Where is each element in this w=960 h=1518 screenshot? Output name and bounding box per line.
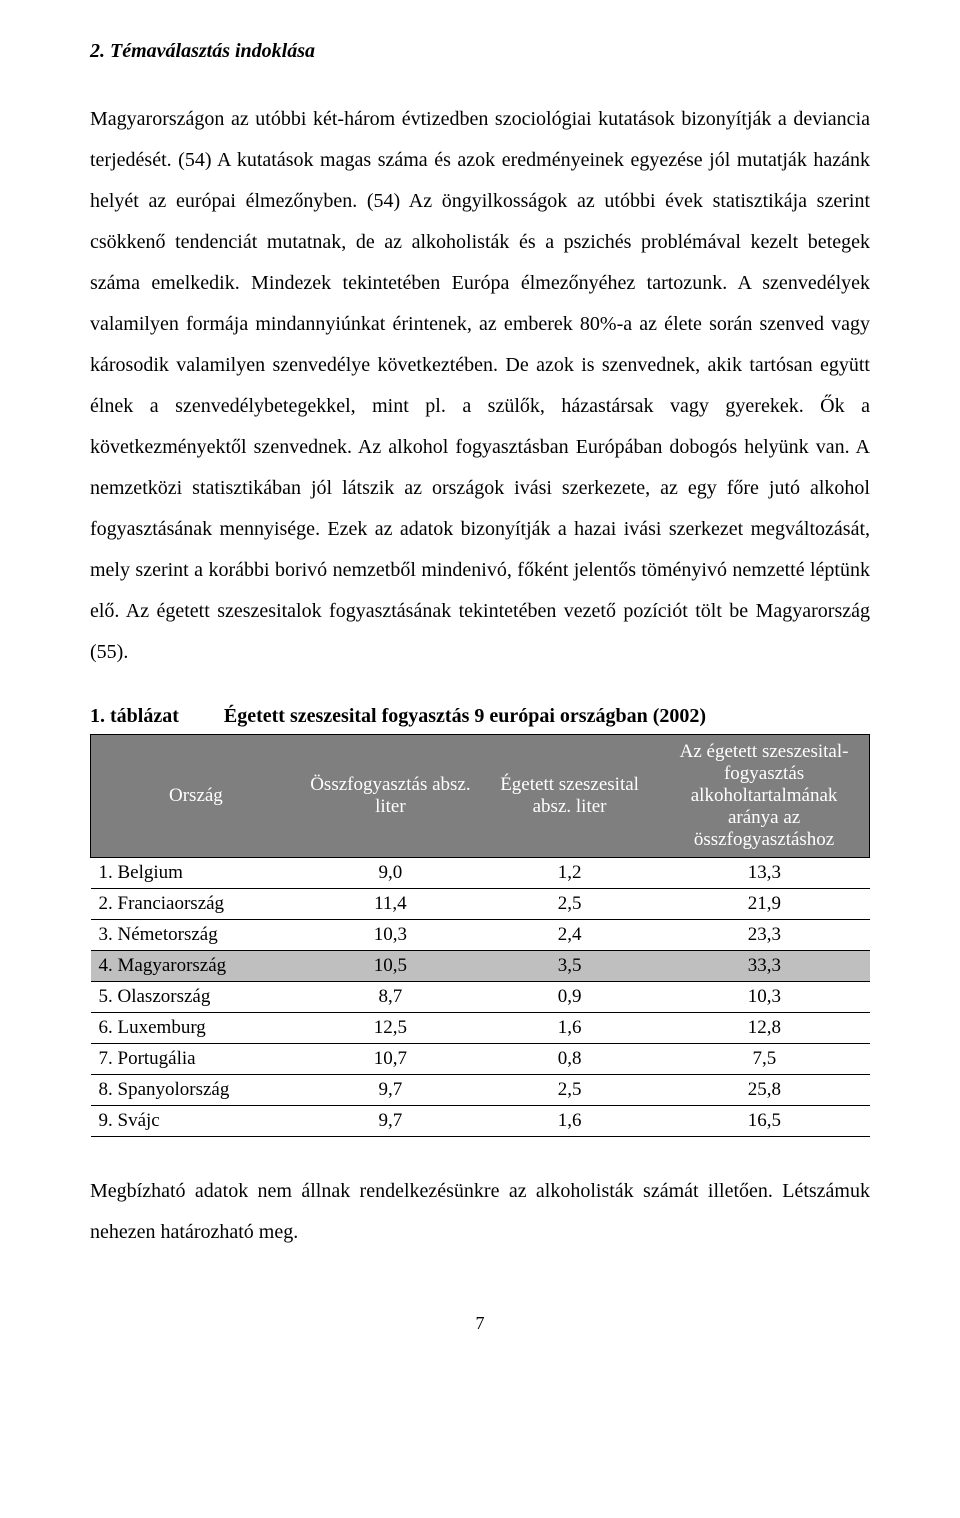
table-cell-spirits: 3,5 bbox=[480, 951, 659, 982]
table-cell-country: 7. Portugália bbox=[91, 1044, 301, 1075]
table-cell-country: 4. Magyarország bbox=[91, 951, 301, 982]
table-cell-ratio: 25,8 bbox=[659, 1075, 869, 1106]
table-cell-country: 5. Olaszország bbox=[91, 982, 301, 1013]
table-cell-total: 12,5 bbox=[301, 1013, 480, 1044]
table-caption-number: 1. táblázat bbox=[90, 705, 179, 728]
table-row: 4. Magyarország10,53,533,3 bbox=[91, 951, 870, 982]
table-row: 8. Spanyolország9,72,525,8 bbox=[91, 1075, 870, 1106]
table-cell-country: 3. Németország bbox=[91, 920, 301, 951]
table-cell-total: 10,5 bbox=[301, 951, 480, 982]
table-row: 3. Németország10,32,423,3 bbox=[91, 920, 870, 951]
table-cell-total: 9,7 bbox=[301, 1075, 480, 1106]
table-cell-country: 8. Spanyolország bbox=[91, 1075, 301, 1106]
table-row: 6. Luxemburg12,51,612,8 bbox=[91, 1013, 870, 1044]
data-table: Ország Összfogyasztás absz. liter Égetet… bbox=[90, 734, 870, 1137]
section-heading: 2. Témaválasztás indoklása bbox=[90, 40, 870, 63]
table-cell-ratio: 16,5 bbox=[659, 1106, 869, 1137]
table-cell-ratio: 23,3 bbox=[659, 920, 869, 951]
table-cell-total: 11,4 bbox=[301, 889, 480, 920]
table-cell-ratio: 10,3 bbox=[659, 982, 869, 1013]
table-header-country: Ország bbox=[91, 735, 301, 858]
table-cell-ratio: 21,9 bbox=[659, 889, 869, 920]
table-cell-spirits: 1,6 bbox=[480, 1106, 659, 1137]
after-table-paragraph: Megbízható adatok nem állnak rendelkezés… bbox=[90, 1171, 870, 1253]
table-cell-ratio: 33,3 bbox=[659, 951, 869, 982]
table-cell-ratio: 13,3 bbox=[659, 858, 869, 889]
table-cell-spirits: 2,5 bbox=[480, 889, 659, 920]
table-cell-spirits: 1,2 bbox=[480, 858, 659, 889]
table-cell-country: 9. Svájc bbox=[91, 1106, 301, 1137]
table-caption-title: Égetett szeszesital fogyasztás 9 európai… bbox=[224, 705, 706, 727]
table-row: 2. Franciaország11,42,521,9 bbox=[91, 889, 870, 920]
table-caption: 1. táblázat Égetett szeszesital fogyaszt… bbox=[90, 705, 870, 728]
table-cell-country: 1. Belgium bbox=[91, 858, 301, 889]
page-number: 7 bbox=[90, 1313, 870, 1334]
table-cell-total: 9,7 bbox=[301, 1106, 480, 1137]
table-header-ratio: Az égetett szeszesital-fogyasztás alkoho… bbox=[659, 735, 869, 858]
table-cell-spirits: 2,4 bbox=[480, 920, 659, 951]
table-header-spirits: Égetett szeszesital absz. liter bbox=[480, 735, 659, 858]
table-cell-total: 10,3 bbox=[301, 920, 480, 951]
table-cell-ratio: 7,5 bbox=[659, 1044, 869, 1075]
table-cell-total: 10,7 bbox=[301, 1044, 480, 1075]
table-cell-ratio: 12,8 bbox=[659, 1013, 869, 1044]
table-cell-spirits: 0,8 bbox=[480, 1044, 659, 1075]
table-header-row: Ország Összfogyasztás absz. liter Égetet… bbox=[91, 735, 870, 858]
table-cell-country: 2. Franciaország bbox=[91, 889, 301, 920]
table-cell-spirits: 0,9 bbox=[480, 982, 659, 1013]
table-cell-total: 9,0 bbox=[301, 858, 480, 889]
table-cell-total: 8,7 bbox=[301, 982, 480, 1013]
table-row: 7. Portugália10,70,87,5 bbox=[91, 1044, 870, 1075]
table-row: 9. Svájc9,71,616,5 bbox=[91, 1106, 870, 1137]
table-header-total: Összfogyasztás absz. liter bbox=[301, 735, 480, 858]
table-cell-country: 6. Luxemburg bbox=[91, 1013, 301, 1044]
table-cell-spirits: 1,6 bbox=[480, 1013, 659, 1044]
document-page: 2. Témaválasztás indoklása Magyarországo… bbox=[0, 0, 960, 1374]
table-row: 5. Olaszország8,70,910,3 bbox=[91, 982, 870, 1013]
body-paragraph: Magyarországon az utóbbi két-három évtiz… bbox=[90, 99, 870, 673]
table-row: 1. Belgium9,01,213,3 bbox=[91, 858, 870, 889]
table-cell-spirits: 2,5 bbox=[480, 1075, 659, 1106]
